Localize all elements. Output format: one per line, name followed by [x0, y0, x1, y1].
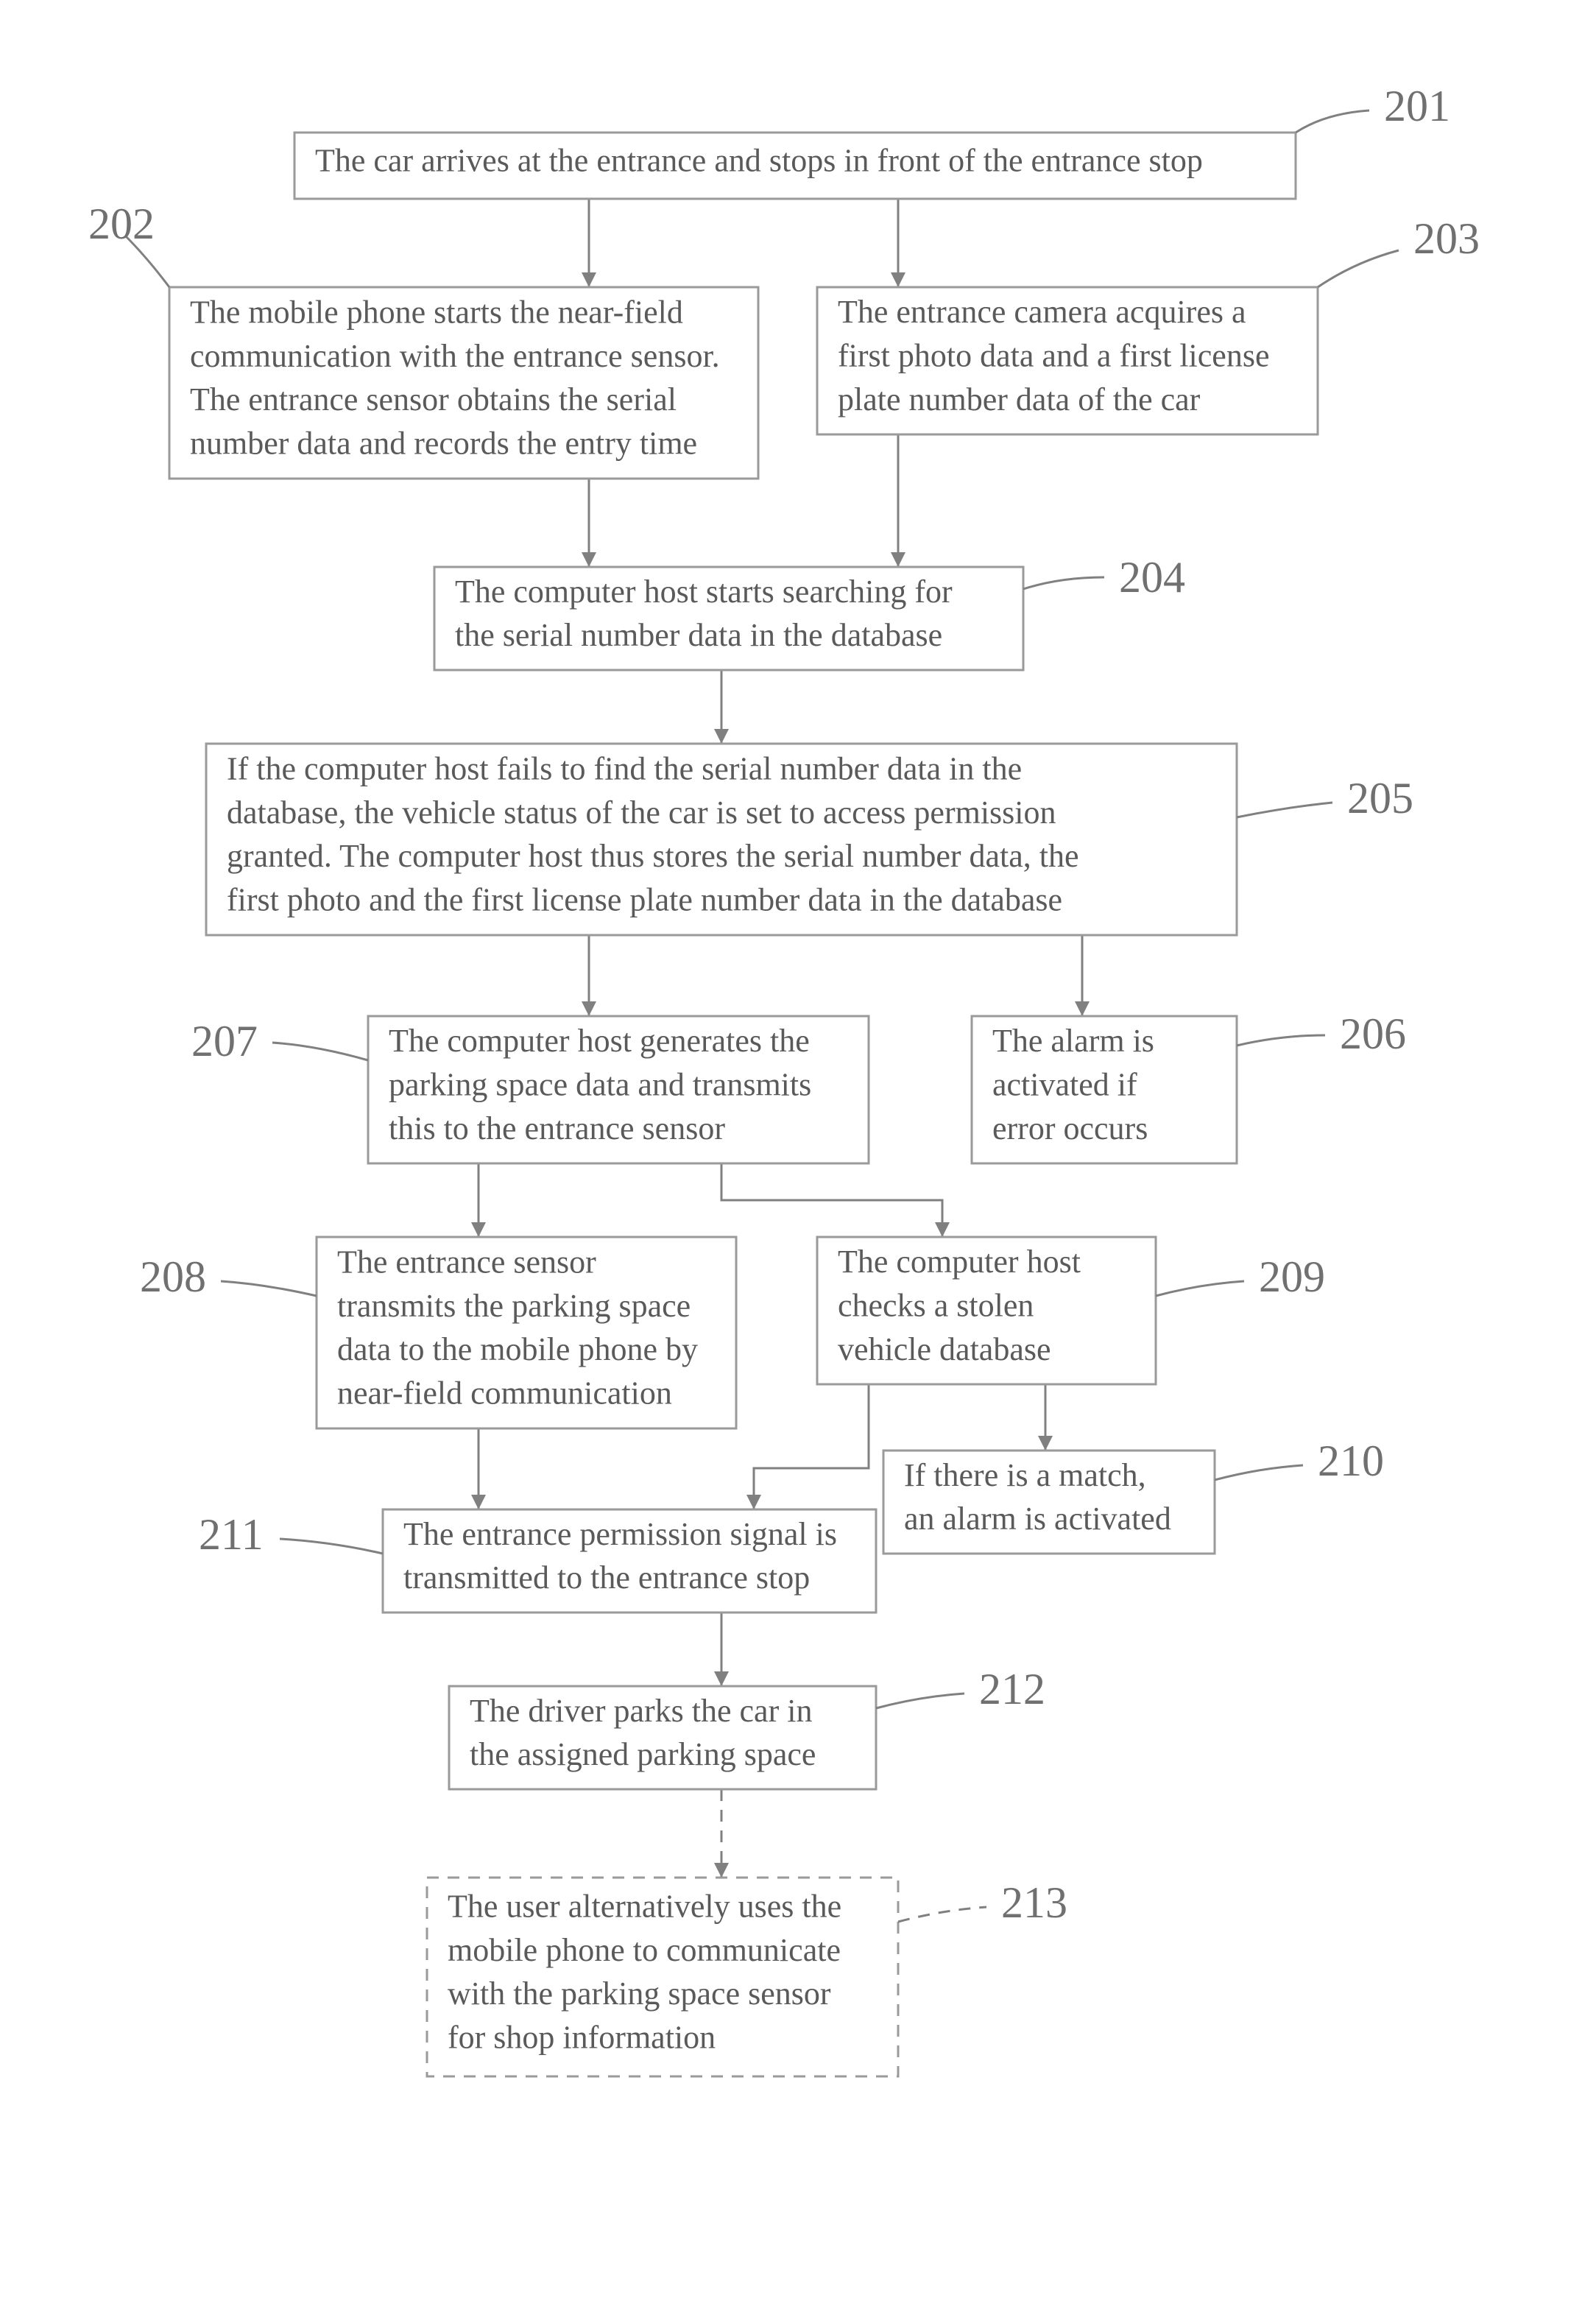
node-text: first photo and the first license plate …: [227, 882, 1062, 918]
node-text: plate number data of the car: [838, 381, 1201, 417]
node-text: activated if: [992, 1067, 1137, 1103]
node-label-201: 201: [1384, 82, 1450, 130]
node-text: the serial number data in the database: [455, 617, 942, 653]
node-text: mobile phone to communicate: [448, 1932, 841, 1968]
node-text: The entrance sensor obtains the serial: [190, 381, 677, 417]
node-text: The mobile phone starts the near-field: [190, 294, 683, 330]
node-text: this to the entrance sensor: [389, 1110, 725, 1146]
node-text: The entrance camera acquires a: [838, 294, 1246, 330]
node-text: number data and records the entry time: [190, 426, 697, 462]
node-text: transmitted to the entrance stop: [403, 1559, 810, 1596]
node-text: data to the mobile phone by: [337, 1331, 698, 1367]
node-text: near-field communication: [337, 1375, 672, 1411]
node-text: checks a stolen: [838, 1288, 1034, 1324]
node-text: The entrance permission signal is: [403, 1516, 837, 1552]
node-label-202: 202: [88, 200, 155, 248]
node-text: an alarm is activated: [904, 1501, 1171, 1537]
node-text: If the computer host fails to find the s…: [227, 750, 1022, 786]
node-text: transmits the parking space: [337, 1288, 691, 1324]
node-text: error occurs: [992, 1110, 1148, 1146]
node-label-203: 203: [1413, 214, 1480, 263]
node-text: for shop information: [448, 2020, 716, 2056]
node-text: first photo data and a first license: [838, 338, 1269, 374]
node-label-205: 205: [1347, 774, 1413, 822]
node-text: parking space data and transmits: [389, 1067, 811, 1103]
node-text: communication with the entrance sensor.: [190, 338, 720, 374]
node-label-204: 204: [1119, 553, 1185, 602]
node-text: The computer host starts searching for: [455, 574, 953, 610]
node-text: vehicle database: [838, 1331, 1051, 1367]
node-text: The user alternatively uses the: [448, 1888, 841, 1924]
node-text: database, the vehicle status of the car …: [227, 794, 1056, 831]
node-label-207: 207: [191, 1017, 258, 1065]
node-text: The car arrives at the entrance and stop…: [315, 143, 1203, 179]
node-label-213: 213: [1001, 1878, 1067, 1927]
node-text: If there is a match,: [904, 1457, 1146, 1493]
node-text: The computer host: [838, 1244, 1081, 1280]
node-label-211: 211: [199, 1510, 264, 1559]
node-text: The computer host generates the: [389, 1023, 810, 1059]
node-text: The alarm is: [992, 1023, 1154, 1059]
node-label-206: 206: [1340, 1009, 1406, 1058]
node-label-210: 210: [1318, 1437, 1384, 1485]
node-label-209: 209: [1259, 1252, 1325, 1301]
node-text: The entrance sensor: [337, 1244, 596, 1280]
node-label-212: 212: [979, 1665, 1045, 1713]
node-label-208: 208: [140, 1252, 206, 1301]
node-text: The driver parks the car in: [470, 1693, 812, 1729]
node-text: granted. The computer host thus stores t…: [227, 838, 1079, 874]
node-text: with the parking space sensor: [448, 1976, 831, 2012]
node-text: the assigned parking space: [470, 1736, 816, 1772]
